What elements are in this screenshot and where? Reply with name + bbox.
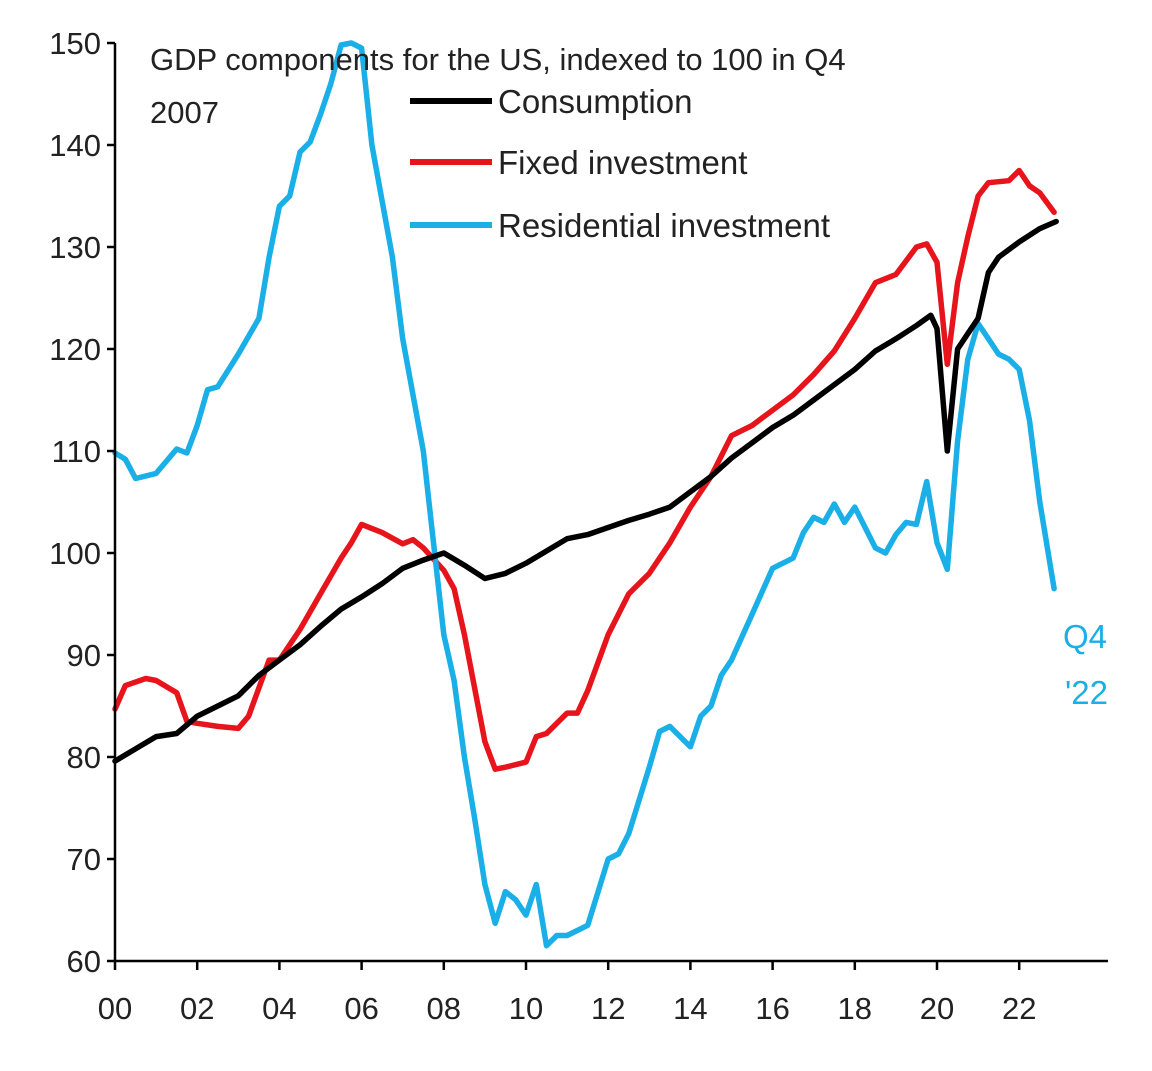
x-tick-label: 18: [838, 991, 872, 1026]
x-tick-label: 04: [262, 991, 296, 1026]
chart-title: GDP components for the US, indexed to 10…: [150, 42, 846, 130]
x-tick-label: 16: [755, 991, 789, 1026]
x-tick-label: 10: [509, 991, 543, 1026]
x-tick-label: 00: [98, 991, 132, 1026]
x-tick-label: 08: [427, 991, 461, 1026]
end-annotation: Q4 '22: [1063, 618, 1108, 711]
y-tick-label: 130: [49, 230, 101, 265]
ticks-layer: 60 70 80 90 100 110 120 130 140 150 00 02 04 06 08 10 12…: [49, 26, 1036, 1026]
y-tick-label: 80: [67, 740, 101, 775]
y-tick-label: 150: [49, 26, 101, 61]
x-tick-label: 14: [673, 991, 707, 1026]
chart-title-line-2: 2007: [150, 95, 219, 130]
x-tick-label: 12: [591, 991, 625, 1026]
legend-label-consumption: Consumption: [498, 83, 692, 120]
chart-title-line-1: GDP components for the US, indexed to 10…: [150, 42, 846, 77]
y-tick-label: 110: [52, 434, 101, 469]
series-layer: [112, 40, 1059, 949]
legend-label-fixed-investment: Fixed investment: [498, 144, 747, 181]
x-tick-label: 22: [1002, 991, 1036, 1026]
annotation-line-2: '22: [1065, 674, 1108, 711]
legend-label-residential-investment: Residential investment: [498, 207, 830, 244]
y-tick-label: 140: [49, 128, 101, 163]
y-tick-label: 90: [67, 638, 101, 673]
annotation-line-1: Q4: [1063, 618, 1107, 655]
y-tick-label: 100: [49, 536, 101, 571]
y-tick-label: 70: [67, 842, 101, 877]
x-tick-label: 06: [344, 991, 378, 1026]
x-tick-label: 02: [180, 991, 214, 1026]
series-line-fixed-investment: [112, 167, 1057, 772]
y-tick-label: 120: [49, 332, 101, 367]
y-tick-label: 60: [67, 944, 101, 979]
series-line-consumption: [112, 218, 1059, 764]
x-tick-label: 20: [920, 991, 954, 1026]
legend: Consumption Fixed investment Residential…: [410, 83, 830, 244]
series-line-residential-investment: [112, 40, 1057, 949]
